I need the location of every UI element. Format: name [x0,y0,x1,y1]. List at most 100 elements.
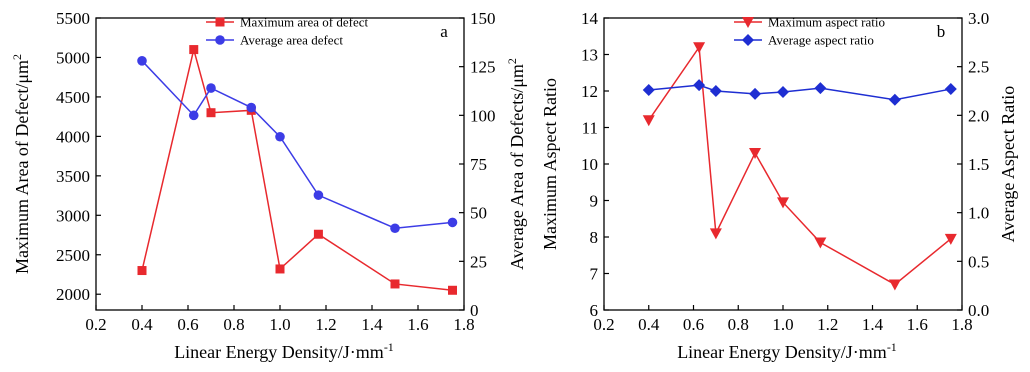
y-right-axis-label: Average Aspect Ratio [998,86,1018,243]
series-0-point [777,197,789,209]
y-left-tick-label: 10 [581,155,598,174]
y-right-axis-label-superscript: 2 [505,58,519,64]
series-1-point [275,131,285,142]
y-right-tick-label: 0.0 [968,301,989,320]
y-left-axis-label-text: Maximum Area of Defect/μm [12,60,32,274]
series-0-point [709,228,722,240]
series-0-point [313,229,323,239]
legend: Maximum area of defect Average area defec… [206,15,369,48]
x-tick-label: 1.2 [817,315,838,334]
series-0-point [275,264,285,274]
x-tick-label: 0.4 [131,315,153,334]
y-right-tick-label: 1.0 [968,204,989,223]
y-left-tick-label: 14 [581,9,599,28]
plot-frame [603,17,963,311]
y-right-tick-label: 100 [470,106,496,125]
x-tick-label: 1.4 [862,315,884,334]
y-right-tick-label: 3.0 [968,9,989,28]
series-0-point [888,279,901,291]
y-left-tick-label: 3000 [56,206,90,225]
x-axis-label: Linear Energy Density/J·mm-1 [677,340,897,362]
y-left-tick-label: 5500 [56,9,90,28]
x-tick-label: 0.8 [728,315,749,334]
series-1-point [888,93,901,106]
legend-label-1: Average area defect [240,33,343,48]
series-0-point [448,285,457,295]
y-left-axis-label-text: Maximum Aspect Ratio [540,78,560,250]
series-1-point [206,83,216,93]
series-1-point [246,102,257,113]
y-left-tick-label: 5000 [56,48,90,67]
y-left-tick-label: 9 [590,192,599,211]
y-left-axis-label: Maximum Aspect Ratio [540,78,560,250]
y-left-axis-label: Maximum Area of Defect/μm2 [10,54,32,274]
y-right-tick-label: 25 [470,252,487,271]
y-left-tick-label: 2000 [56,285,90,304]
series-1-point [313,190,324,200]
series-0-point [189,45,199,55]
series-1-point [693,79,706,92]
legend-marker-1 [742,34,754,46]
legend-label-1: Average aspect ratio [768,33,874,48]
legend-label-0: Maximum area of defect [240,15,369,30]
x-axis-label: Linear Energy Density/J·mm-1 [174,340,394,362]
series-1-point [390,223,400,234]
y-right-axis-label-text: Average Area of Defects/μm [507,64,527,270]
legend-marker-0 [215,17,225,27]
series-line-0 [648,45,952,286]
series-1-point [709,85,722,97]
x-axis-label-text: Linear Energy Density/J·mm [677,342,887,362]
x-tick-label: 0.6 [177,315,198,334]
x-tick-label: 1.6 [407,315,428,334]
x-tick-label: 1.4 [361,315,383,334]
series-0-point [693,42,706,54]
y-left-tick-label: 6 [590,301,599,320]
series-0-point [137,266,147,276]
series-0-point [749,148,762,160]
series-1-point [777,85,789,98]
series-1-point [137,56,147,66]
y-left-tick-label: 13 [581,46,598,65]
series-line-0 [141,49,453,292]
x-tick-label: 0.2 [593,315,614,334]
y-left-tick-label: 3500 [56,167,90,186]
x-tick-label: 0.8 [223,315,244,334]
legend-label-0: Maximum aspect ratio [768,15,885,30]
series-1-point [944,83,957,96]
series-1-point [447,217,458,228]
series-line-1 [141,60,453,230]
x-axis-label-text: Linear Energy Density/J·mm [174,342,384,362]
y-right-tick-label: 125 [470,58,496,77]
y-right-tick-label: 1.5 [968,155,989,174]
legend: Maximum aspect ratio Average aspect ratio [734,15,885,48]
y-left-axis-label-superscript: 2 [10,54,24,60]
panel-letter: b [937,22,946,41]
x-tick-label: 0.2 [85,315,106,334]
series-0-point [206,108,216,118]
x-tick-label: 1.8 [453,315,474,334]
series-1-point [814,82,827,95]
legend-marker-1 [215,35,225,45]
y-left-tick-label: 7 [590,265,599,284]
series-0-point [642,115,655,127]
series-0-point [944,233,957,245]
series-line-1 [648,84,951,101]
y-left-tick-label: 4000 [56,127,90,146]
series-1-point [188,110,199,121]
y-left-tick-label: 4500 [56,88,90,107]
y-right-tick-label: 75 [470,155,487,174]
x-axis-label-superscript: -1 [384,340,394,354]
y-right-tick-label: 50 [470,204,487,223]
series-1-point [642,84,655,97]
series-1-point [749,87,762,100]
x-tick-label: 1.0 [269,315,290,334]
y-right-axis-label: Average Area of Defects/μm2 [505,58,527,270]
y-left-tick-label: 11 [582,119,598,138]
legend-marker-0 [742,17,754,28]
x-tick-label: 1.2 [315,315,336,334]
panel-letter: a [440,22,448,41]
y-right-tick-label: 150 [470,9,496,28]
y-right-tick-label: 0 [470,301,479,320]
